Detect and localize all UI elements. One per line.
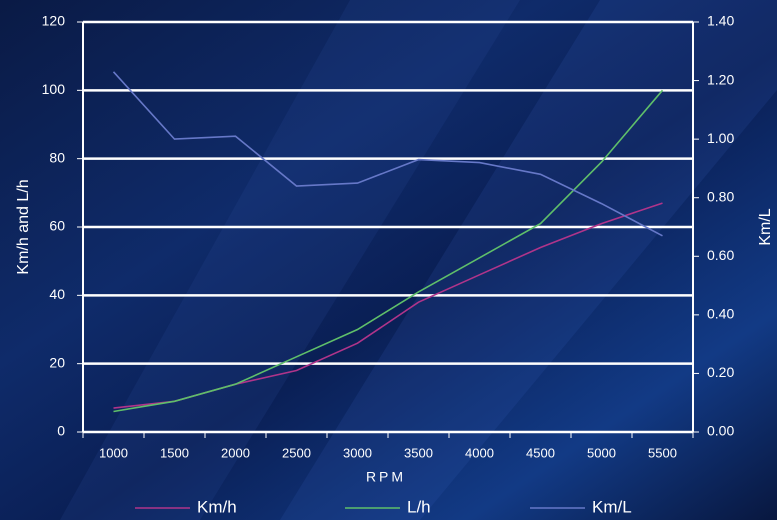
background-streak: [60, 0, 520, 520]
x-tick-label: 3500: [404, 445, 433, 460]
legend-label: Km/L: [592, 497, 632, 516]
series-line: [113, 89, 664, 413]
x-tick-label: 1000: [99, 445, 128, 460]
x-tick-label: 3000: [343, 445, 372, 460]
y-tick-label: 0: [57, 423, 65, 439]
y-tick-label: 80: [49, 149, 65, 165]
y2-tick-label: 0.40: [707, 306, 734, 322]
y2-axis-label: Km/L: [757, 208, 774, 245]
y-tick-label: 100: [42, 81, 66, 97]
legend-label: L/h: [407, 497, 431, 516]
background-streak: [280, 0, 777, 520]
y-axis-label: Km/h and L/h: [15, 179, 32, 274]
y-tick-label: 60: [49, 218, 65, 234]
y2-tick-label: 1.40: [707, 13, 734, 29]
y2-tick-label: 1.20: [707, 71, 734, 87]
legend-label: Km/h: [197, 497, 237, 516]
y2-tick-label: 0.00: [707, 423, 734, 439]
y-tick-label: 20: [49, 354, 65, 370]
x-tick-label: 2000: [221, 445, 250, 460]
x-tick-label: 1500: [160, 445, 189, 460]
y-tick-label: 40: [49, 286, 65, 302]
x-tick-label: 4000: [465, 445, 494, 460]
x-tick-label: 2500: [282, 445, 311, 460]
y2-tick-label: 0.20: [707, 364, 734, 380]
series-line: [112, 71, 663, 237]
x-tick-label: 4500: [526, 445, 555, 460]
x-tick-label: 5000: [587, 445, 616, 460]
y2-tick-label: 1.00: [707, 130, 734, 146]
x-axis-label: RPM: [366, 469, 406, 485]
y-tick-label: 120: [42, 13, 66, 29]
y2-tick-label: 0.80: [707, 188, 734, 204]
x-tick-label: 5500: [648, 445, 677, 460]
y2-tick-label: 0.60: [707, 247, 734, 263]
